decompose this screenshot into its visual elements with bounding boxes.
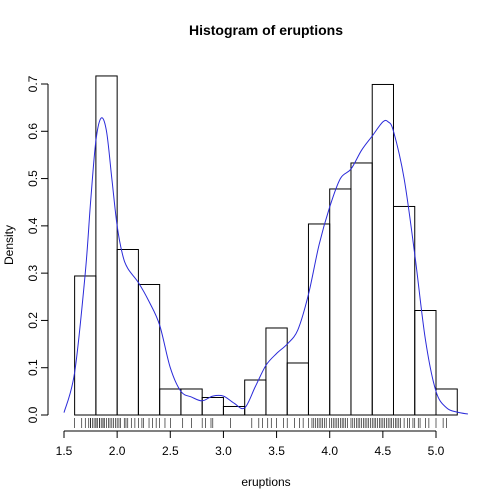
rug-ticks — [74, 418, 447, 428]
histogram-bar-14 — [371, 83, 394, 416]
x-axis-label: eruptions — [241, 475, 290, 489]
chart-title: Histogram of eruptions — [189, 22, 343, 38]
histogram-bars — [74, 75, 458, 416]
histogram-bar-11 — [307, 223, 331, 416]
histogram-bar-8 — [244, 379, 267, 416]
x-tick-label-5: 4.0 — [321, 444, 338, 458]
histogram-bar-2 — [116, 249, 139, 416]
y-tick-label-1: 0.1 — [26, 359, 40, 376]
histogram-bar-16 — [414, 310, 437, 416]
x-tick-label-6: 4.5 — [375, 444, 392, 458]
y-tick-label-6: 0.6 — [26, 123, 40, 140]
histogram-bar-1 — [95, 75, 118, 416]
histogram-bar-13 — [350, 162, 373, 416]
y-tick-label-2: 0.2 — [26, 312, 40, 329]
x-axis: 1.5 2.0 2.5 3.0 3.5 4.0 4.5 5.0 — [56, 430, 445, 458]
histogram-bar-12 — [329, 188, 352, 416]
histogram-bar-4 — [159, 388, 182, 416]
y-axis-label: Density — [2, 225, 16, 265]
x-tick-label-4: 3.5 — [268, 444, 285, 458]
x-tick-label-3: 3.0 — [215, 444, 232, 458]
histogram-bar-5 — [180, 388, 203, 416]
y-tick-label-5: 0.5 — [26, 170, 40, 187]
y-tick-label-4: 0.4 — [26, 217, 40, 234]
x-tick-label-0: 1.5 — [56, 444, 73, 458]
density-curve — [63, 117, 468, 415]
x-tick-label-2: 2.5 — [162, 444, 179, 458]
histogram-bar-17 — [435, 388, 458, 416]
y-axis: 0.0 0.1 0.2 0.3 0.4 0.5 0.6 0.7 — [26, 75, 49, 423]
y-tick-label-7: 0.7 — [26, 75, 40, 92]
histogram-bar-10 — [286, 362, 309, 416]
x-tick-label-7: 5.0 — [428, 444, 445, 458]
histogram-bar-15 — [392, 205, 416, 416]
y-tick-label-0: 0.0 — [26, 406, 40, 423]
y-tick-label-3: 0.3 — [26, 264, 40, 281]
x-tick-label-1: 2.0 — [109, 444, 126, 458]
histogram-bar-9 — [265, 327, 288, 416]
histogram-bar-3 — [137, 283, 161, 416]
